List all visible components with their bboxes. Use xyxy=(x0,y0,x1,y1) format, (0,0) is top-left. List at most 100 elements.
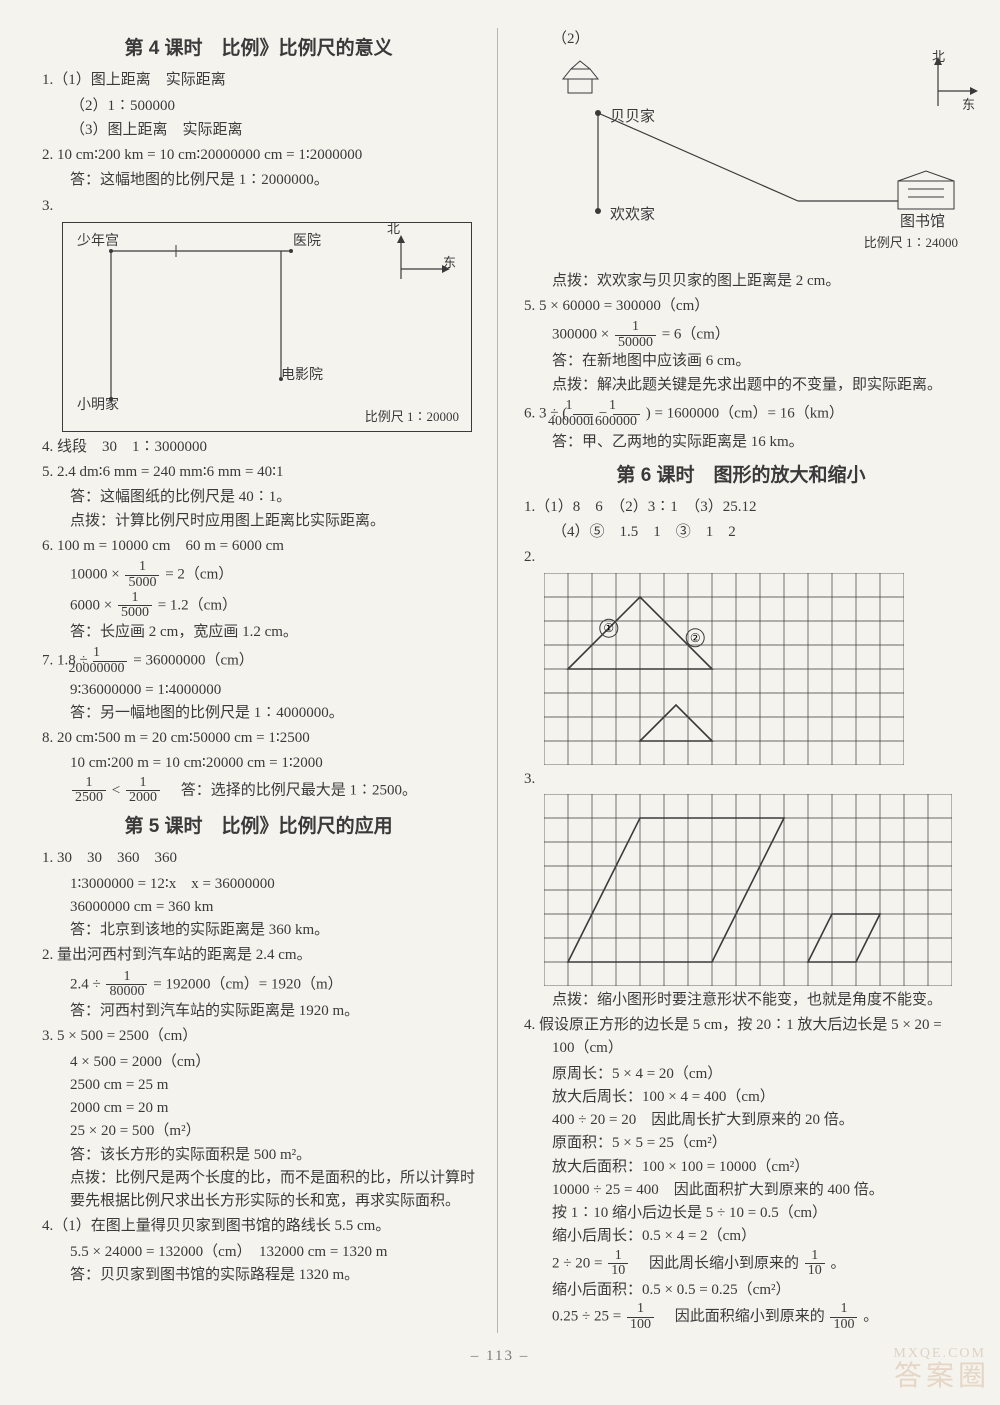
r-q2-num: 2. xyxy=(524,546,964,569)
r-q1a: 1.（1）8 6 （2）3∶1 （3）25.12 xyxy=(524,496,964,519)
s5-q3g: 点拨：比例尺是两个长度的比，而不是面积的比，所以计算时要先根据比例尺求出长方形实… xyxy=(70,1167,481,1214)
s5-q3e: 25 × 20 = 500（m²） xyxy=(70,1120,481,1143)
q5b: 答：这幅图纸的比例尺是 40∶1。 xyxy=(70,486,481,509)
q1-1: 1.（1）图上距离 实际距离 xyxy=(42,69,481,92)
r-label-huanhuan: 欢欢家 xyxy=(610,204,655,227)
watermark-logo: 答案圈 xyxy=(894,1354,990,1397)
r6a-post: ) = 1600000（cm）= 16（km） xyxy=(646,406,844,422)
r-label-scale: 比例尺 1∶24000 xyxy=(864,233,958,253)
r-q4a: 4. 假设原正方形的边长是 5 cm，按 20∶1 放大后边长是 5 × 20 … xyxy=(524,1014,964,1061)
q6c-frac: 15000 xyxy=(118,591,152,621)
left-column: 第 4 课时 比例》比例尺的意义 1.（1）图上距离 实际距离 （2）1∶500… xyxy=(36,28,491,1333)
r-q4j-f2: 110 xyxy=(805,1249,825,1279)
svg-text:②: ② xyxy=(690,630,701,644)
page: 第 4 课时 比例》比例尺的意义 1.（1）图上距离 实际距离 （2）1∶500… xyxy=(0,0,1000,1343)
q8c-f1: 12500 xyxy=(72,776,106,806)
r-q4l-f1: 1100 xyxy=(627,1302,654,1332)
s5-q4a: 4.（1）在图上量得贝贝家到图书馆的路线长 5.5 cm。 xyxy=(42,1215,481,1238)
r-q4k: 缩小后面积：0.5 × 0.5 = 0.25（cm²） xyxy=(552,1279,964,1302)
svg-text:①: ① xyxy=(603,621,614,635)
s5-q3f: 答：该长方形的实际面积是 500 m²。 xyxy=(70,1144,481,1167)
label-scale: 比例尺 1∶20000 xyxy=(365,407,459,427)
label-gate: 少年宫 xyxy=(77,231,119,253)
r5b: 300000 × 150000 = 6（cm） xyxy=(552,320,964,350)
q8b: 10 cm∶200 m = 10 cm∶20000 cm = 1∶2000 xyxy=(70,752,481,775)
s5-q1c: 36000000 cm = 360 km xyxy=(70,896,481,919)
r-q4l-post: 。 xyxy=(863,1309,878,1325)
r-label-library: 图书馆 xyxy=(900,211,945,234)
q1-2: （2）1∶500000 xyxy=(70,95,481,118)
section-5-title: 第 5 课时 比例》比例尺的应用 xyxy=(36,812,481,841)
q1-3: （3）图上距离 实际距离 xyxy=(70,119,481,142)
q8c: 12500 < 12000 答：选择的比例尺最大是 1∶2500。 xyxy=(70,776,481,806)
s5-q2b: 2.4 ÷ 180000 = 192000（cm）= 1920（m） xyxy=(70,970,481,1000)
r5c: 答：在新地图中应该画 6 cm。 xyxy=(552,350,964,373)
r-q4g: 10000 ÷ 25 = 400 因此面积扩大到原来的 400 倍。 xyxy=(552,1179,964,1202)
column-divider xyxy=(497,28,498,1333)
r5a: 5. 5 × 60000 = 300000（cm） xyxy=(524,295,964,318)
s5-q3a: 3. 5 × 500 = 2500（cm） xyxy=(42,1025,481,1048)
q5a: 5. 2.4 dm∶6 mm = 240 mm∶6 mm = 40∶1 xyxy=(42,461,481,484)
q6b-pre: 10000 × xyxy=(70,567,123,583)
q6c: 6000 × 15000 = 1.2（cm） xyxy=(70,591,481,621)
r5b-post: = 6（cm） xyxy=(662,327,730,343)
q8c-f2: 12000 xyxy=(126,776,160,806)
label-home: 小明家 xyxy=(77,395,119,417)
right-column: （2） xyxy=(504,28,964,1333)
q7a: 7. 1.8 ÷ 120000000 = 36000000（cm） xyxy=(42,646,481,676)
q6d: 答：长应画 2 cm，宽应画 1.2 cm。 xyxy=(70,621,481,644)
s5-q4c: 答：贝贝家到图书馆的实际路程是 1320 m。 xyxy=(70,1264,481,1287)
diagram-3-svg xyxy=(71,229,465,425)
page-number: – 113 – xyxy=(0,1345,1000,1368)
s5-q2c: 答：河西村到汽车站的实际距离是 1920 m。 xyxy=(70,1000,481,1023)
r-label-north: 北 xyxy=(932,47,945,67)
label-cinema: 电影院 xyxy=(281,365,323,387)
r-q4j: 2 ÷ 20 = 110 因此周长缩小到原来的 110 。 xyxy=(552,1249,964,1279)
r-q4j-post: 。 xyxy=(830,1255,845,1271)
q2-line1: 2. 10 cm∶200 km = 10 cm∶20000000 cm = 1∶… xyxy=(42,144,481,167)
r-q4j-pre: 2 ÷ 20 = xyxy=(552,1255,606,1271)
q7a-frac: 120000000 xyxy=(93,646,127,676)
grid-q3 xyxy=(544,794,952,986)
r-q4l-pre: 0.25 ÷ 25 = xyxy=(552,1309,625,1325)
s5-q2a: 2. 量出河西村到汽车站的距离是 2.4 cm。 xyxy=(42,944,481,967)
r-q4h: 按 1∶10 缩小后边长是 5 ÷ 10 = 0.5（cm） xyxy=(552,1202,964,1225)
q6b: 10000 × 15000 = 2（cm） xyxy=(70,560,481,590)
section-6-title: 第 6 课时 图形的放大和缩小 xyxy=(518,461,964,490)
s5-q2b-frac: 180000 xyxy=(106,970,147,1000)
s5-q2b-post: = 192000（cm）= 1920（m） xyxy=(153,976,342,992)
s5-q2b-pre: 2.4 ÷ xyxy=(70,976,104,992)
r-q4l-mid: 因此面积缩小到原来的 xyxy=(660,1309,829,1325)
r5d: 点拨：解决此题关键是先求出题中的不变量，即实际距离。 xyxy=(552,374,964,397)
q4: 4. 线段 30 1∶3000000 xyxy=(42,436,481,459)
r-q4j-f1: 110 xyxy=(608,1249,628,1279)
r-q4f: 放大后面积：100 × 100 = 10000（cm²） xyxy=(552,1156,964,1179)
r-q3-num: 3. xyxy=(524,768,964,791)
s5-q3c: 2500 cm = 25 m xyxy=(70,1074,481,1097)
r6a: 6. 3 ÷ ( 1400000 − 11600000 ) = 1600000（… xyxy=(524,399,964,429)
r-label-beibei: 贝贝家 xyxy=(610,106,655,129)
label-hospital: 医院 xyxy=(293,231,321,253)
section-4-title: 第 4 课时 比例》比例尺的意义 xyxy=(36,34,481,63)
q2-answer: 答：这幅地图的比例尺是 1∶2000000。 xyxy=(70,169,481,192)
label-north: 北 xyxy=(387,219,400,239)
q7c: 答：另一幅地图的比例尺是 1∶4000000。 xyxy=(70,702,481,725)
s5-q4b: 5.5 × 24000 = 132000（cm） 132000 cm = 132… xyxy=(70,1241,481,1264)
s5-q3b: 4 × 500 = 2000（cm） xyxy=(70,1051,481,1074)
q8c-tail: 答：选择的比例尺最大是 1∶2500。 xyxy=(166,782,417,798)
q5c: 点拨：计算比例尺时应用图上距离比实际距离。 xyxy=(70,510,481,533)
q6a: 6. 100 m = 10000 cm 60 m = 6000 cm xyxy=(42,535,481,558)
r-tip1: 点拨：欢欢家与贝贝家的图上距离是 2 cm。 xyxy=(552,270,964,293)
q7b: 9∶36000000 = 1∶4000000 xyxy=(70,679,481,702)
r5b-frac: 150000 xyxy=(615,320,656,350)
r6b: 答：甲、乙两地的实际距离是 16 km。 xyxy=(552,431,964,454)
s5-q3d: 2000 cm = 20 m xyxy=(70,1097,481,1120)
q6b-post: = 2（cm） xyxy=(165,567,233,583)
q6c-post: = 1.2（cm） xyxy=(158,597,237,613)
r-q4l: 0.25 ÷ 25 = 1100 因此面积缩小到原来的 1100 。 xyxy=(552,1302,964,1332)
r-q4d: 400 ÷ 20 = 20 因此周长扩大到原来的 20 倍。 xyxy=(552,1109,964,1132)
r-q4-2: （2） xyxy=(552,28,964,51)
r-q1b: （4）⑤ 1.5 1 ③ 1 2 xyxy=(552,521,964,544)
r-q4b: 原周长：5 × 4 = 20（cm） xyxy=(552,1063,964,1086)
q6b-frac: 15000 xyxy=(125,560,159,590)
